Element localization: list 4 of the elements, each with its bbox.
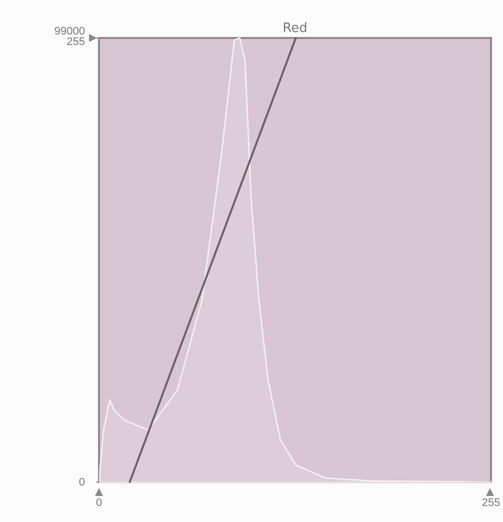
y-tick-label: 99000 [54,26,85,38]
y2-tick-label: 255 [66,36,85,48]
chart-title: Red [282,21,308,36]
y2-tick-label: 0 [78,476,85,489]
